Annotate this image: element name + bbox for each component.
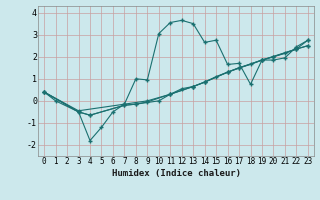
X-axis label: Humidex (Indice chaleur): Humidex (Indice chaleur) [111,169,241,178]
